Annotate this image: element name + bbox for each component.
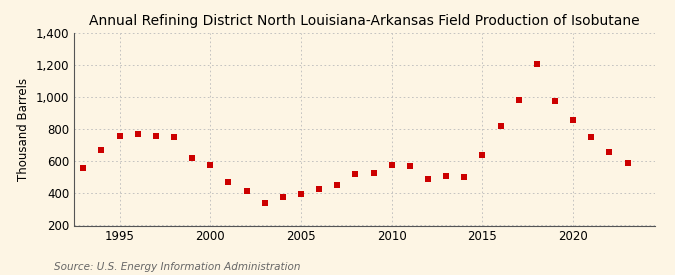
Point <box>151 133 161 138</box>
Point <box>604 150 615 154</box>
Point <box>568 118 578 123</box>
Point <box>549 99 560 103</box>
Point <box>441 174 452 178</box>
Point <box>114 133 125 138</box>
Point <box>404 164 415 168</box>
Point <box>368 171 379 175</box>
Point <box>350 172 361 176</box>
Y-axis label: Thousand Barrels: Thousand Barrels <box>18 78 30 181</box>
Point <box>187 156 198 160</box>
Point <box>459 174 470 179</box>
Point <box>205 162 216 167</box>
Point <box>332 182 343 187</box>
Point <box>169 135 180 139</box>
Point <box>132 132 143 136</box>
Point <box>586 135 597 139</box>
Title: Annual Refining District North Louisiana-Arkansas Field Production of Isobutane: Annual Refining District North Louisiana… <box>89 14 640 28</box>
Point <box>96 148 107 152</box>
Point <box>423 177 433 181</box>
Point <box>386 162 397 167</box>
Point <box>477 153 488 157</box>
Point <box>78 166 88 170</box>
Point <box>314 187 325 192</box>
Point <box>513 97 524 102</box>
Point <box>241 189 252 193</box>
Point <box>531 62 542 67</box>
Point <box>277 194 288 199</box>
Point <box>259 201 270 205</box>
Point <box>223 180 234 184</box>
Point <box>622 161 633 165</box>
Point <box>296 192 306 196</box>
Point <box>495 124 506 128</box>
Text: Source: U.S. Energy Information Administration: Source: U.S. Energy Information Administ… <box>54 262 300 272</box>
